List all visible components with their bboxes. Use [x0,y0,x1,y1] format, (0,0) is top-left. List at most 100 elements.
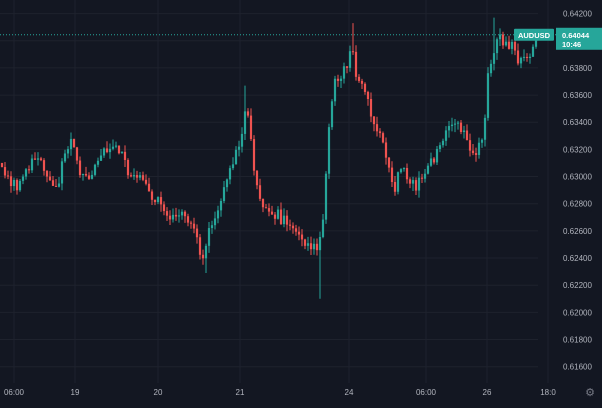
candle-body[interactable] [396,172,400,192]
candle-body[interactable] [162,204,166,212]
candle-body[interactable] [444,130,448,141]
candle-body[interactable] [225,179,229,188]
candle-body[interactable] [261,198,265,208]
candle-body[interactable] [315,243,319,251]
candle-body[interactable] [36,158,40,160]
candle-body[interactable] [156,197,160,203]
candle-body[interactable] [354,51,358,77]
candle-body[interactable] [294,228,298,232]
candle-body[interactable] [6,175,10,177]
candle-body[interactable] [516,50,520,64]
candle-body[interactable] [408,179,412,184]
candle-body[interactable] [111,146,115,149]
candle-body[interactable] [117,145,121,154]
candle-body[interactable] [132,175,136,177]
candle-body[interactable] [192,223,196,229]
candle-body[interactable] [48,176,52,181]
candle-body[interactable] [318,236,322,251]
candle-body[interactable] [468,140,472,151]
candle-body[interactable] [333,78,337,102]
candle-body[interactable] [45,170,49,177]
candle-body[interactable] [381,133,385,143]
candle-body[interactable] [165,211,169,216]
candle-body[interactable] [237,146,241,150]
candle-body[interactable] [135,175,139,178]
candle-body[interactable] [324,173,328,220]
candle-body[interactable] [474,153,478,155]
candle-body[interactable] [27,169,31,171]
candle-body[interactable] [495,39,499,54]
candle-body[interactable] [501,34,505,46]
candle-body[interactable] [114,145,118,147]
candle-body[interactable] [399,169,403,173]
candle-body[interactable] [222,187,226,202]
candle-body[interactable] [390,167,394,182]
candle-body[interactable] [393,181,397,192]
candle-body[interactable] [210,225,214,229]
candle-body[interactable] [453,123,457,125]
candle-body[interactable] [273,214,277,219]
candle-body[interactable] [198,237,202,255]
candle-body[interactable] [303,239,307,246]
candle-body[interactable] [246,111,250,116]
candle-body[interactable] [489,63,493,74]
candle-body[interactable] [462,130,466,133]
candle-body[interactable] [426,165,430,174]
candle-body[interactable] [54,185,58,187]
candle-body[interactable] [177,215,181,217]
candle-body[interactable] [342,66,346,79]
candle-body[interactable] [339,78,343,81]
candle-body[interactable] [420,177,424,179]
candle-body[interactable] [288,224,292,226]
candle-body[interactable] [483,117,487,140]
candle-body[interactable] [60,161,64,184]
candle-body[interactable] [258,185,262,199]
candle-body[interactable] [279,209,283,225]
candle-body[interactable] [447,126,451,131]
candle-body[interactable] [423,173,427,179]
candle-body[interactable] [159,197,163,205]
candle-body[interactable] [435,148,439,163]
candle-body[interactable] [81,173,85,176]
candle-body[interactable] [141,175,145,180]
candle-body[interactable] [312,243,316,250]
candle-body[interactable] [429,158,433,166]
candle-body[interactable] [138,175,142,178]
candle-body[interactable] [90,174,94,179]
candle-body[interactable] [336,78,340,81]
candle-body[interactable] [180,211,184,216]
candle-body[interactable] [309,243,313,250]
candle-body[interactable] [405,168,409,180]
candle-body[interactable] [249,115,253,140]
candle-body[interactable] [414,180,418,191]
candle-body[interactable] [96,160,100,165]
candle-body[interactable] [357,76,361,81]
candle-body[interactable] [105,148,109,153]
candle-body[interactable] [93,164,97,175]
candle-body[interactable] [252,139,256,171]
candle-body[interactable] [513,41,517,51]
candle-body[interactable] [123,151,127,160]
candle-body[interactable] [186,216,190,223]
candle-body[interactable] [282,215,286,225]
candle-body[interactable] [204,245,208,259]
candle-body[interactable] [99,155,103,161]
candle-body[interactable] [267,208,271,212]
candle-body[interactable] [300,234,304,240]
candle-body[interactable] [153,199,157,203]
candle-body[interactable] [459,122,463,133]
candle-body[interactable] [147,183,151,192]
candle-body[interactable] [15,179,19,191]
candle-body[interactable] [348,51,352,68]
candle-body[interactable] [21,176,25,181]
candle-body[interactable] [384,142,388,158]
candle-body[interactable] [240,133,244,147]
candle-body[interactable] [498,34,502,40]
candle-body[interactable] [201,254,205,259]
candle-body[interactable] [456,122,460,124]
candle-body[interactable] [306,243,310,246]
candle-body[interactable] [18,180,22,191]
candle-body[interactable] [486,73,490,118]
candle-body[interactable] [270,211,274,215]
